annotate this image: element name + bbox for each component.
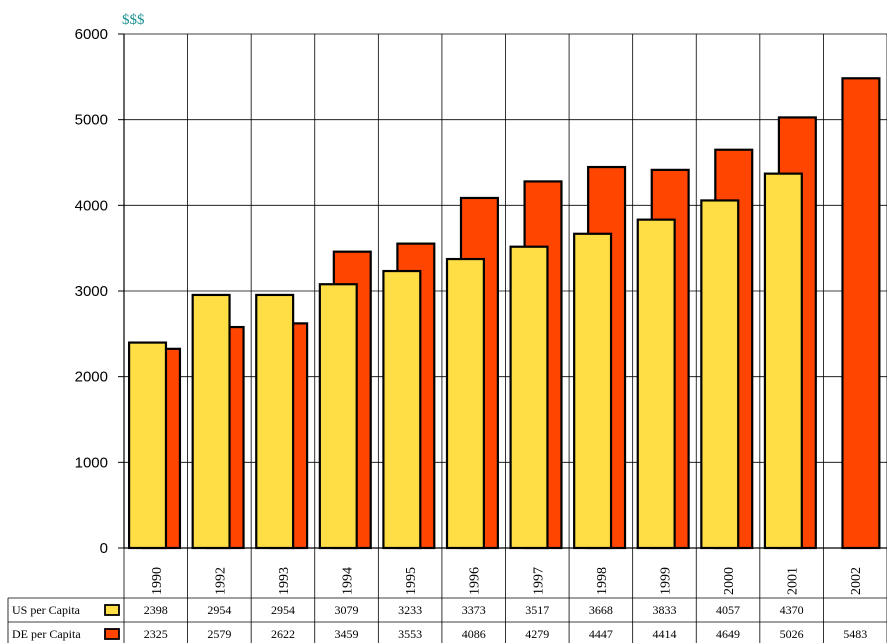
bar-us-per-capita (509, 245, 549, 550)
table-cell-value: 3668 (589, 603, 613, 617)
x-tick-label: 1992 (213, 567, 228, 595)
table-cell-value: 3233 (398, 603, 422, 617)
table-cell-value: 3373 (462, 603, 486, 617)
table-cell-value: 2325 (144, 627, 168, 641)
table-cell-value: 3553 (398, 627, 422, 641)
table-cell-value: 4279 (525, 627, 549, 641)
bar-us-per-capita (382, 269, 422, 550)
y-axis-label: $$$ (122, 12, 145, 28)
bars-group (127, 77, 881, 550)
data-table: US per Capita 2398 2954 2954 3079 3233 3373 351… (7, 597, 887, 643)
y-tick-label: 3000 (75, 283, 108, 300)
table-cell-value: 3517 (525, 603, 549, 617)
x-tick-label: 2002 (849, 567, 864, 595)
bar-us-per-capita (573, 232, 613, 550)
bar-de-per-capita (841, 77, 881, 550)
axes-group: 0 1000 2000 3000 4000 5000 6000 1990 1992 1993 199… (75, 26, 887, 595)
bar-us-per-capita (191, 293, 231, 550)
bar-us-per-capita (636, 218, 676, 550)
y-tick-label: 1000 (75, 454, 108, 471)
x-tick-label: 1990 (150, 567, 165, 595)
table-cell-value: 4414 (652, 627, 676, 641)
y-tick-label: 5000 (75, 112, 108, 129)
x-tick-label: 2000 (722, 567, 737, 595)
grid-lines (123, 33, 887, 643)
x-tick-label: 1994 (341, 567, 356, 595)
table-row-label: DE per Capita (12, 627, 81, 641)
x-tick-label: 1996 (468, 567, 483, 595)
table-cell-value: 3459 (335, 627, 359, 641)
x-tick-label: 1999 (658, 567, 673, 595)
x-tick-label: 1995 (404, 567, 419, 595)
legend-swatch (104, 604, 120, 616)
x-tick-label: 1998 (595, 567, 610, 595)
table-cell-value: 4086 (462, 627, 486, 641)
table-cell-value: 2622 (271, 627, 295, 641)
x-tick-label: 1997 (531, 567, 546, 595)
table-cell-value: 3833 (652, 603, 676, 617)
table-cell-value: 4057 (716, 603, 740, 617)
y-tick-label: 4000 (75, 197, 108, 214)
table-cell-value: 5026 (780, 627, 804, 641)
table-cell-value: 3079 (335, 603, 359, 617)
x-tick-label: 1993 (277, 567, 292, 595)
legend-swatch (104, 628, 120, 640)
y-tick-label: 2000 (75, 369, 108, 386)
bar-us-per-capita (318, 283, 358, 550)
table-cell-value: 4447 (589, 627, 613, 641)
table-cell-value: 2398 (144, 603, 168, 617)
bar-us-per-capita (255, 293, 295, 550)
bar-us-per-capita (763, 172, 803, 550)
y-tick-label: 0 (100, 540, 108, 557)
table-cell-value: 2954 (271, 603, 295, 617)
x-tick-label: 2001 (786, 567, 801, 595)
table-cell-value: 2579 (207, 627, 231, 641)
table-row-label: US per Capita (12, 603, 81, 617)
table-cell-value: 4370 (780, 603, 804, 617)
bar-us-per-capita (700, 199, 740, 550)
y-tick-label: 6000 (75, 26, 108, 43)
table-cell-value: 5483 (843, 627, 867, 641)
table-cell-value: 2954 (207, 603, 231, 617)
table-cell-value: 4649 (716, 627, 740, 641)
bar-us-per-capita (127, 341, 168, 550)
bar-us-per-capita (445, 257, 485, 550)
